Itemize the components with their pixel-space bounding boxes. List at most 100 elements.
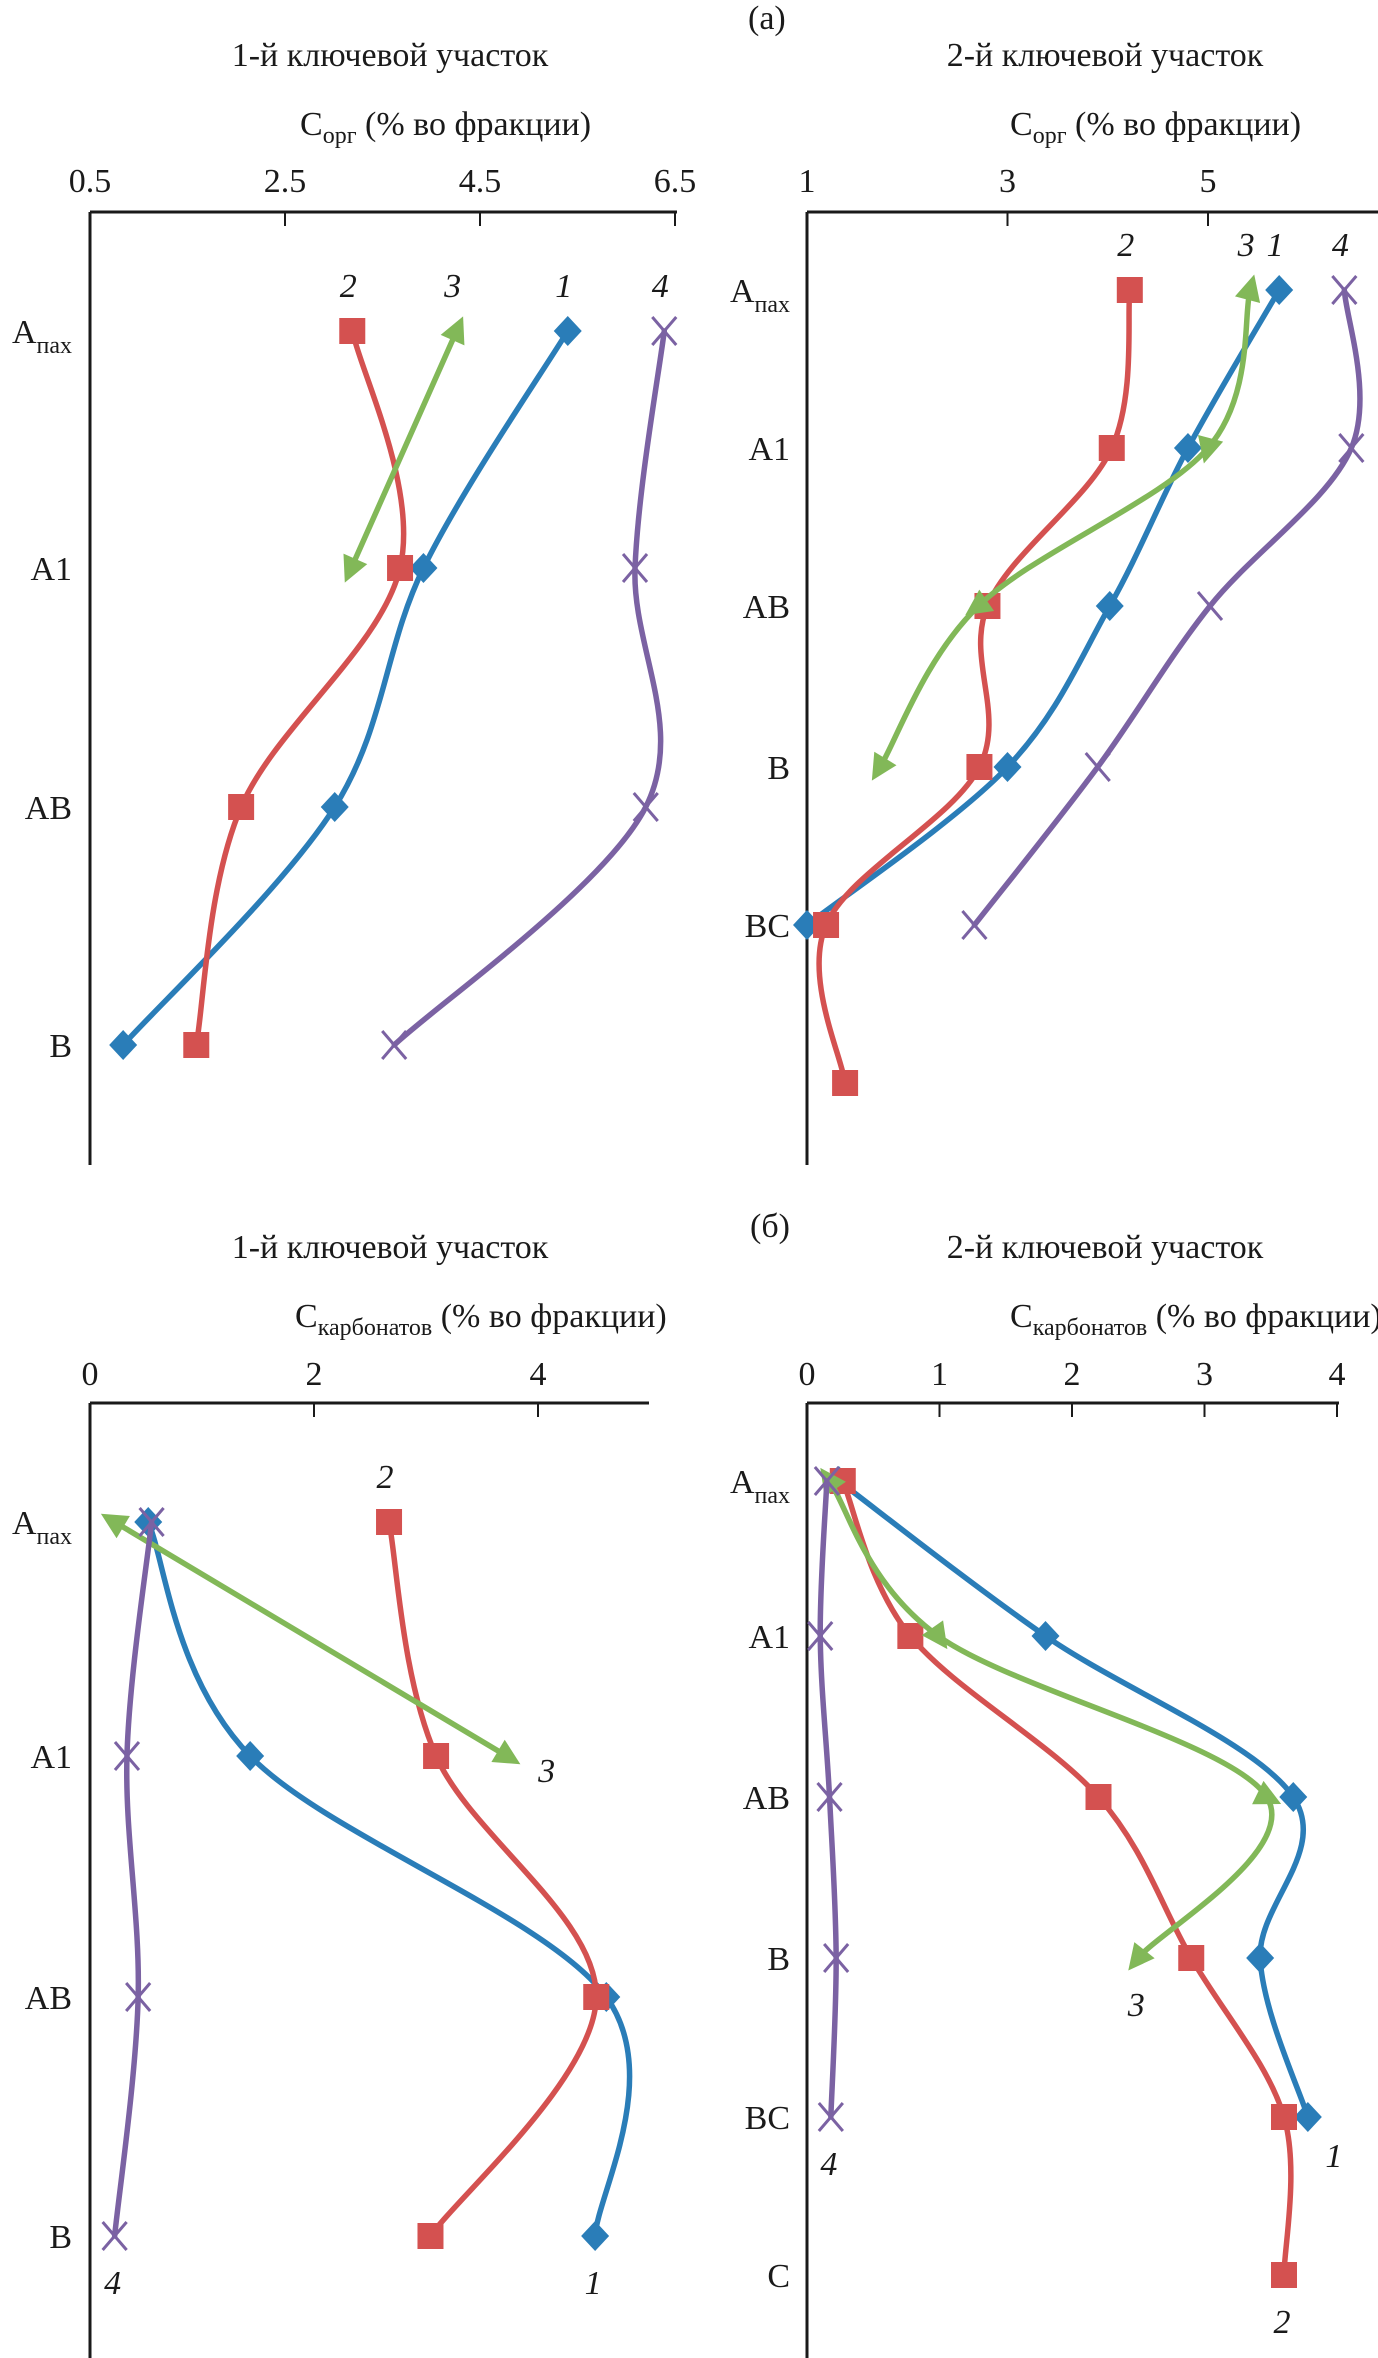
y-category-label: A1: [30, 551, 72, 588]
series-1-label: 1: [1325, 2138, 1342, 2175]
y-category-label: C: [767, 2258, 790, 2295]
marker-diamond-icon: [236, 1741, 265, 1771]
y-category-label: AB: [25, 790, 72, 827]
series-4-label: 4: [820, 2146, 837, 2183]
y-category-label: B: [767, 750, 790, 787]
series-2-line: [840, 1478, 1294, 2278]
marker-diamond-icon: [1279, 1782, 1308, 1812]
series-2-label: 2: [340, 268, 357, 305]
x-tick-label: 0.5: [69, 163, 112, 200]
marker-square-icon: [376, 1509, 403, 1535]
y-category-label: AB: [25, 1980, 72, 2017]
marker-x-icon: [621, 553, 649, 583]
x-tick-label: 4: [530, 1356, 547, 1393]
marker-diamond-icon: [1293, 2102, 1322, 2132]
marker-square-icon: [1116, 277, 1143, 303]
chart-title: 1-й ключевой участок: [232, 37, 549, 74]
series-1: 1: [793, 227, 1294, 940]
series-4-label: 4: [652, 268, 669, 305]
x-tick-label: 4: [1329, 1356, 1346, 1393]
x-tick-label: 1: [931, 1356, 948, 1393]
marker-diamond-icon: [134, 1507, 163, 1537]
y-category-label: Aпах: [730, 1464, 790, 1509]
series-4: 4: [101, 1507, 165, 2302]
marker-square-icon: [829, 1468, 856, 1494]
marker-square-icon: [897, 1623, 924, 1649]
series-1-line: [836, 1478, 1311, 2120]
marker-triangle-icon: [343, 553, 368, 583]
marker-square-icon: [339, 318, 366, 344]
marker-x-icon: [961, 910, 988, 940]
marker-x-icon: [813, 1466, 841, 1496]
marker-triangle-icon: [1198, 434, 1224, 464]
marker-diamond-icon: [824, 1466, 853, 1496]
marker-square-icon: [1271, 2262, 1297, 2288]
series-1-line: [120, 328, 571, 1048]
series-3-label: 3: [1127, 1987, 1145, 2024]
series-1: 1: [824, 1466, 1342, 2175]
marker-x-icon: [807, 1621, 834, 1651]
series-3-label: 3: [537, 1753, 555, 1790]
marker-x-icon: [113, 1741, 141, 1771]
marker-diamond-icon: [1173, 433, 1202, 463]
series-1-label: 1: [1267, 227, 1284, 264]
marker-triangle-icon: [820, 1467, 846, 1497]
series-3-line: [826, 1478, 1275, 1961]
series-1-line: [804, 287, 1282, 928]
x-axis-label: Cкарбонатов (% во фракции): [1010, 1298, 1378, 1341]
y-category-label: AB: [743, 1780, 790, 1817]
marker-x-icon: [125, 1982, 152, 2012]
y-category-label: B: [49, 1028, 72, 1065]
marker-x-icon: [632, 792, 659, 822]
marker-x-icon: [1338, 433, 1365, 463]
series-4-line: [817, 1478, 839, 2120]
marker-diamond-icon: [1031, 1621, 1060, 1651]
marker-diamond-icon: [1265, 275, 1294, 305]
series-1-line: [145, 1519, 633, 2239]
marker-x-icon: [816, 1782, 843, 1812]
x-tick-label: 5: [1200, 163, 1217, 200]
chart-title: 2-й ключевой участок: [947, 1229, 1264, 1266]
marker-diamond-icon: [553, 316, 582, 346]
y-category-label: Aпах: [12, 1505, 72, 1550]
marker-triangle-icon: [871, 751, 897, 781]
series-3: 3: [871, 227, 1261, 781]
marker-x-icon: [138, 1507, 165, 1537]
marker-square-icon: [583, 1984, 610, 2010]
series-2-line: [193, 328, 407, 1048]
y-category-label: A1: [748, 431, 790, 468]
y-category-label: B: [49, 2219, 72, 2256]
series-1-label: 1: [585, 2265, 602, 2302]
series-3-label: 3: [443, 268, 461, 305]
x-tick-label: 2: [1064, 1356, 1081, 1393]
marker-x-icon: [101, 2221, 128, 2251]
marker-diamond-icon: [409, 553, 438, 583]
series-2: 2: [813, 227, 1143, 1096]
x-tick-label: 3: [1196, 1356, 1213, 1393]
series-3-label: 3: [1237, 227, 1255, 264]
marker-diamond-icon: [793, 910, 821, 940]
marker-triangle-icon: [1128, 1942, 1155, 1971]
x-tick-label: 1: [799, 163, 816, 200]
y-category-label: AB: [743, 589, 790, 626]
series-2-line: [816, 287, 1133, 1086]
series-4: 4: [807, 1466, 850, 2183]
marker-square-icon: [228, 794, 255, 820]
marker-x-icon: [817, 2102, 844, 2132]
marker-diamond-icon: [1246, 1943, 1275, 1973]
series-3: 3: [820, 1467, 1282, 2024]
series-4: 4: [961, 227, 1365, 940]
chart-title: 2-й ключевой участок: [947, 37, 1264, 74]
y-category-label: B: [767, 1941, 790, 1978]
y-category-label: BC: [745, 908, 790, 945]
series-2-label: 2: [377, 1459, 394, 1496]
series-4-label: 4: [104, 2265, 121, 2302]
series-2: 2: [183, 268, 414, 1058]
x-tick-label: 2: [306, 1356, 323, 1393]
x-tick-label: 0: [799, 1356, 816, 1393]
series-4-line: [111, 1519, 155, 2239]
marker-triangle-icon: [440, 316, 465, 346]
